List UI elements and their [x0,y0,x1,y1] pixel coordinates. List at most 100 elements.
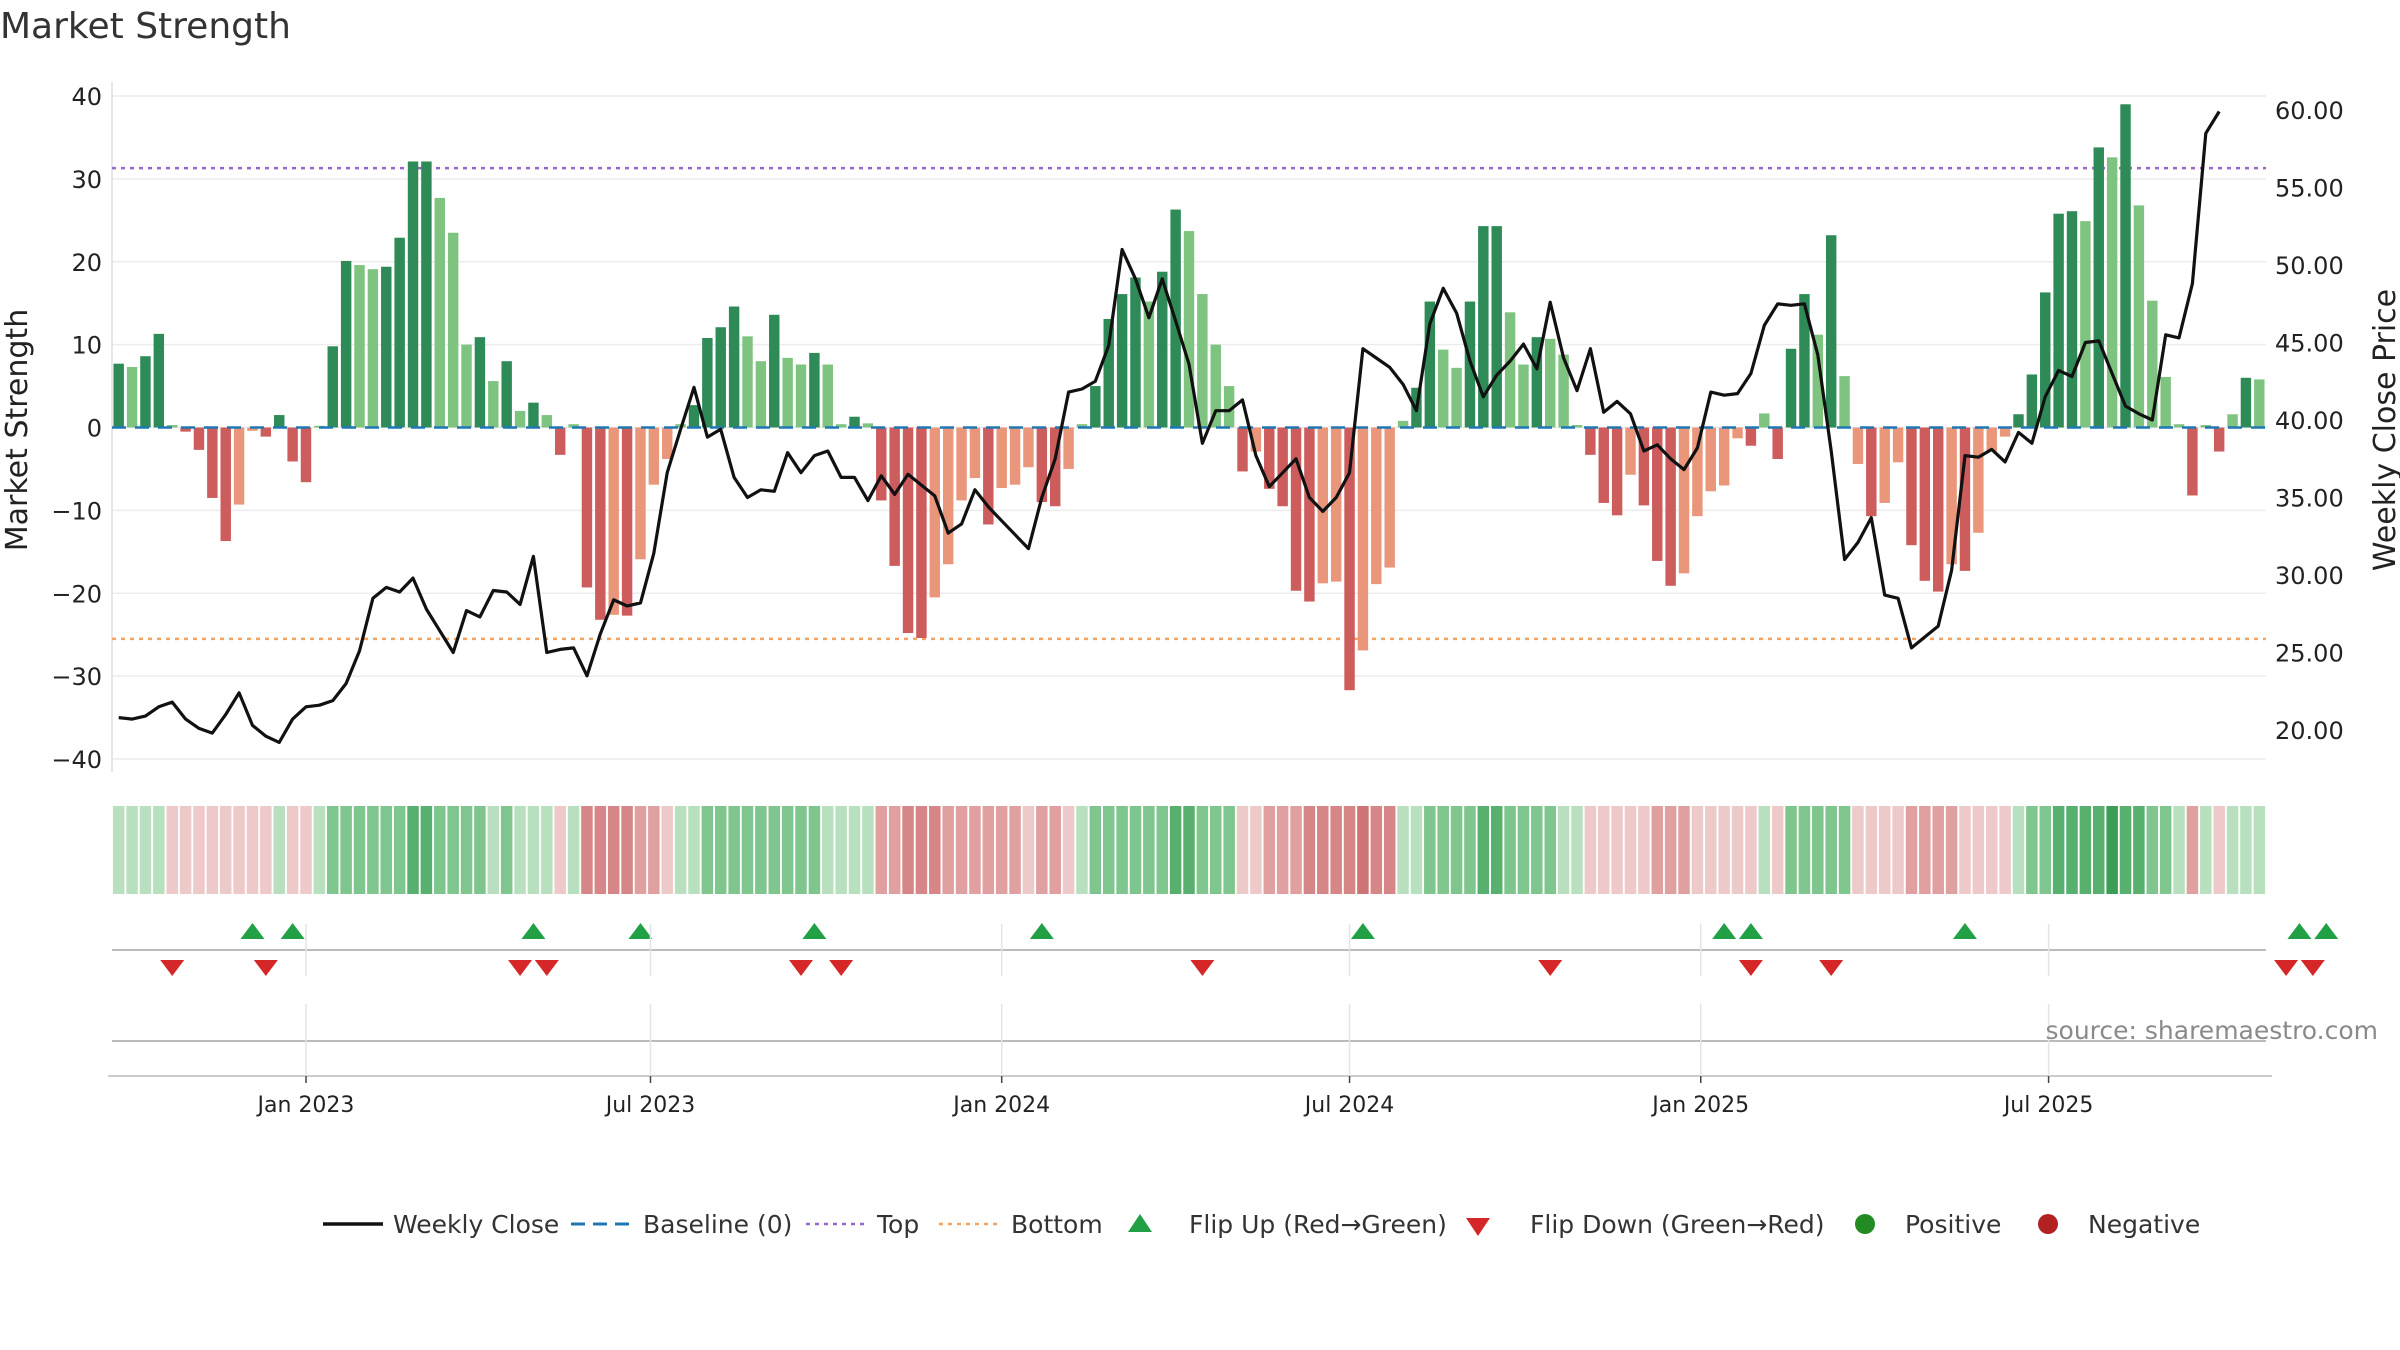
sign-panel [108,1040,2272,1077]
strength-bar [1090,386,1101,428]
strength-bar [1772,427,1783,459]
date-gridlines [305,924,2050,1076]
right-tick-label: 45.00 [2275,330,2344,358]
strength-bar [327,346,338,428]
strength-bar [1264,427,1275,489]
strength-bar [1705,427,1716,492]
strength-bar [421,161,432,428]
left-axis-label: Market Strength [0,309,35,551]
regime-band [500,806,513,894]
regime-band [447,806,459,894]
strength-bar [1143,301,1155,428]
strength-bar [1344,427,1355,691]
regime-band [2240,806,2252,894]
strength-bar [1437,349,1449,428]
regime-band [1330,806,1342,894]
regime-band [942,806,954,894]
strength-bar [876,427,887,501]
regime-band [1959,806,1971,894]
strength-bar [1116,294,1128,428]
strength-bar [1384,427,1395,568]
legend-label-top: Top [876,1210,919,1239]
flip-down-marker [1819,960,1844,976]
strength-bar [1317,427,1329,584]
x-axis-ticks: Jan 2023 Jul 2023 Jan 2024 Jul 2024 Jan 2025… [256,1076,2093,1118]
left-tick-label: 40 [71,83,102,111]
strength-bar [983,427,994,525]
strength-bar [354,265,365,428]
strength-bar [1692,427,1703,517]
regime-band [1062,806,1075,894]
strength-bar [407,161,419,428]
strength-bar [367,269,379,428]
regime-band [1678,806,1690,894]
regime-bands [112,806,2266,894]
strength-bar [528,402,539,428]
strength-bar [1892,427,1904,463]
right-tick-label: 60.00 [2275,97,2344,125]
regime-band [781,806,794,894]
strength-bar [1103,318,1114,428]
regime-band [2173,806,2185,894]
left-tick-label: −40 [51,746,102,774]
strength-bar [702,337,713,428]
regime-band [567,806,580,894]
right-tick-label: 35.00 [2275,485,2344,513]
strength-bar [260,427,272,437]
regime-band [929,806,941,894]
right-tick-label: 50.00 [2275,252,2344,280]
regime-band [848,806,861,894]
flip-down-marker [789,960,814,976]
regime-band [714,806,727,894]
strength-bar [1491,226,1502,428]
regime-band [835,806,847,894]
regime-band [2213,806,2225,894]
flip-down-marker [829,960,854,976]
strength-bar [1210,344,1221,428]
legend-swatch-positive [1855,1214,1875,1234]
regime-band [1357,806,1369,894]
strength-bar [755,361,767,428]
flip-down-marker [2274,960,2299,976]
regime-band [487,806,500,894]
x-tick-label: Jan 2023 [256,1093,355,1118]
regime-band [1651,806,1664,894]
regime-band [1517,806,1530,894]
regime-band [1878,806,1891,894]
flip-down-marker [1738,960,1763,976]
flip-up-marker [1350,923,1375,939]
regime-band [313,806,326,894]
strength-bar [1290,427,1302,591]
regime-band [1477,806,1490,894]
strength-bar [207,427,218,498]
regime-band [326,806,339,894]
strength-bar [340,260,352,428]
regime-band [1397,806,1409,894]
strength-bar [1036,427,1048,503]
strength-bar [1825,235,1837,428]
regime-band [1370,806,1383,894]
regime-band [353,806,366,894]
regime-band [474,806,486,894]
regime-band [1156,806,1168,894]
regime-band [1745,806,1757,894]
regime-band [661,806,673,894]
regime-band [1611,806,1623,894]
regime-band [2039,806,2052,894]
flip-down-marker [253,960,278,976]
strength-bar [2093,147,2104,428]
regime-band [2012,806,2025,894]
regime-band [179,806,192,894]
regime-band [1009,806,1021,894]
regime-band [1945,806,1958,894]
strength-bar [2013,414,2024,428]
regime-band [1143,806,1155,894]
regime-band [1276,806,1289,894]
regime-band [193,806,205,894]
regime-band [1410,806,1423,894]
regime-band [1102,806,1115,894]
regime-band [862,806,874,894]
flip-up-marker [628,923,653,939]
strength-bar [889,427,900,566]
strength-bar [1652,427,1663,561]
